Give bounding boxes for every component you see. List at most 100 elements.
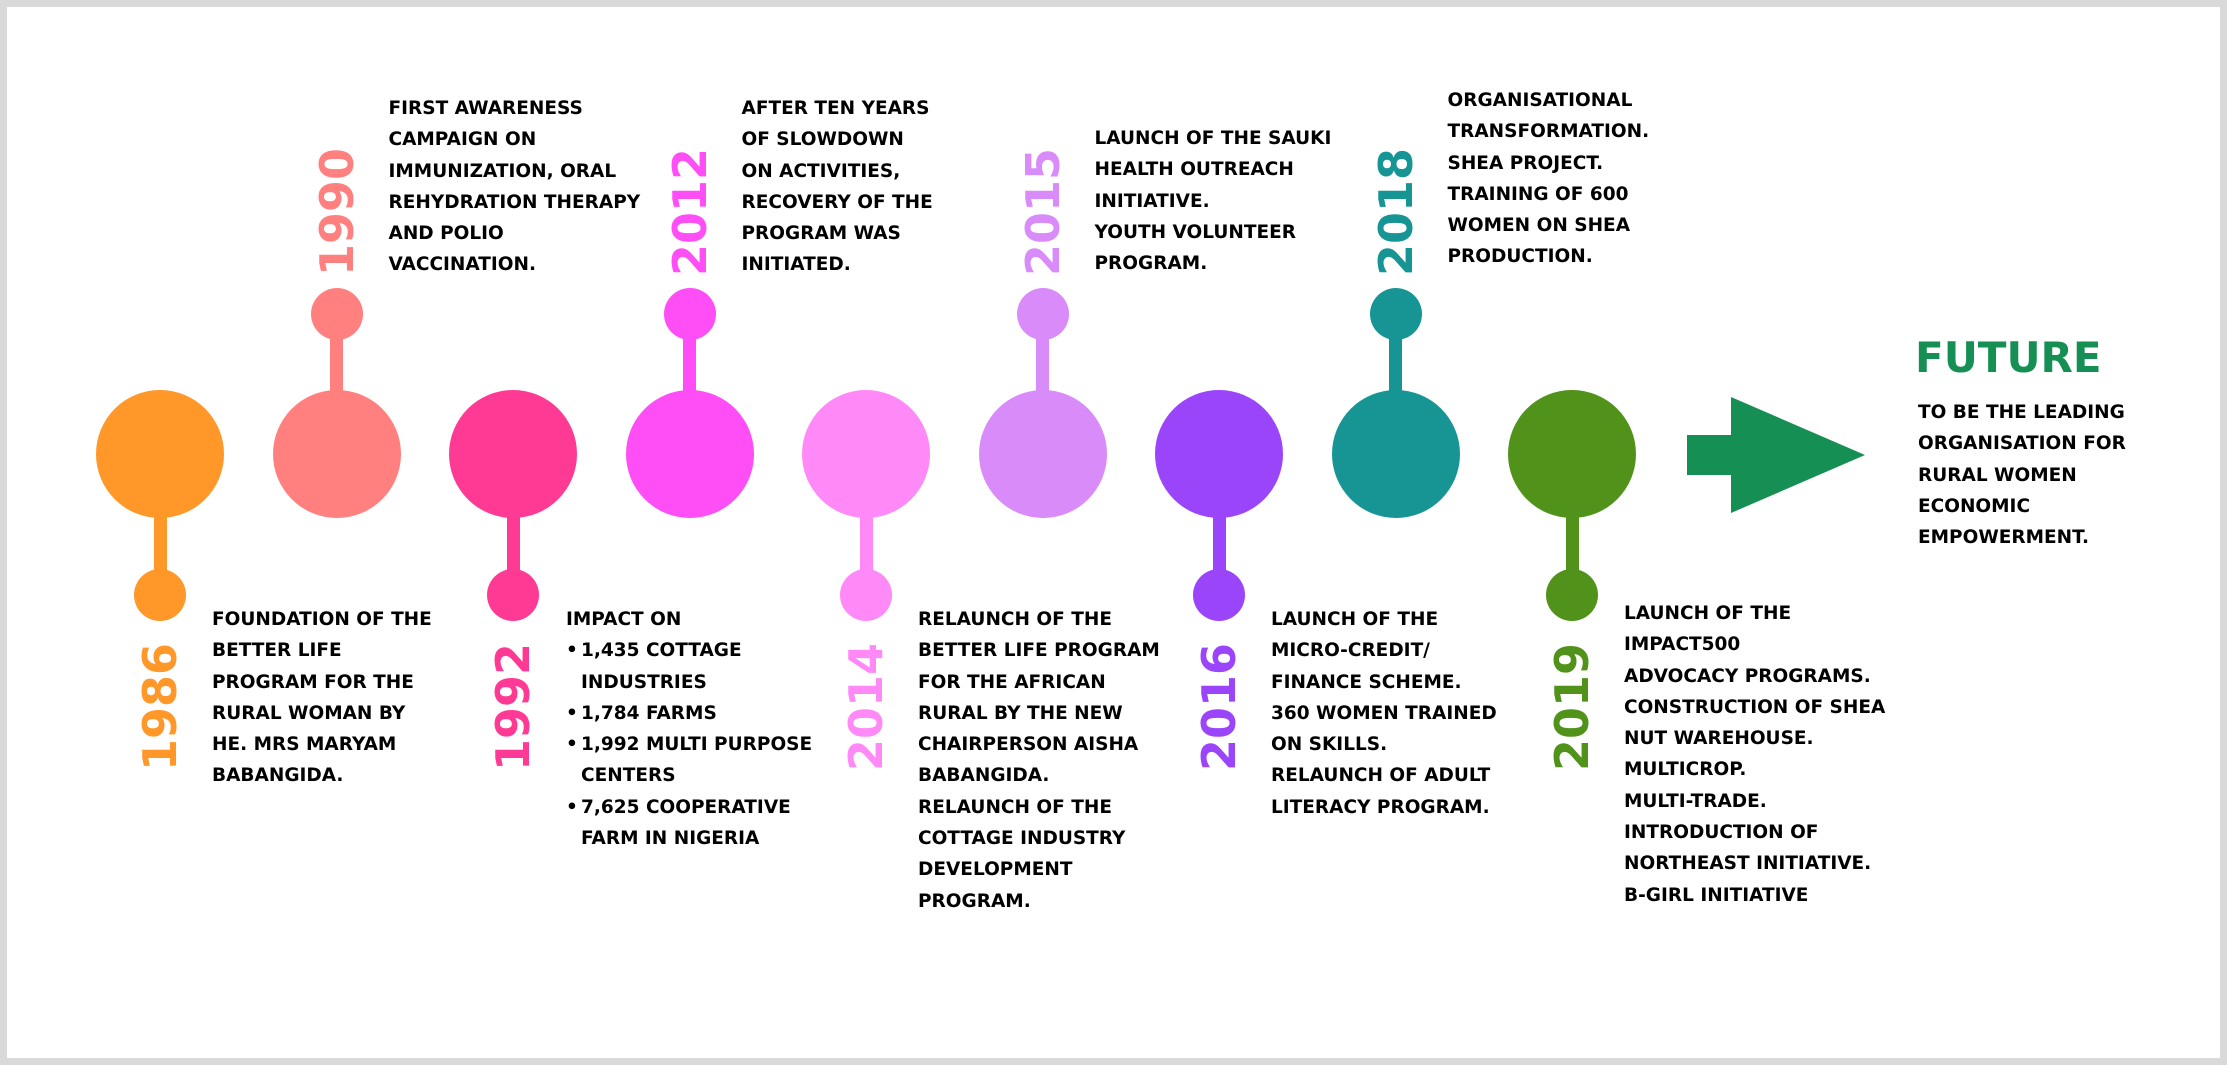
year-label: 1986 [133,642,187,772]
description-line: SHEA PROJECT. [1447,152,1604,174]
milestone-description: LAUNCH OF THE IMPACT500 ADVOCACY PROGRAMS.… [1624,598,1885,911]
impact-bullet-line: FARM IN NIGERIA [581,828,760,850]
connector-dot [1193,569,1245,621]
year-label: 2015 [1015,147,1070,277]
description-line: LITERACY PROGRAM. [1271,796,1490,818]
milestone-circle [1331,390,1460,518]
milestone-description: IMPACT ON 1,435 COTTAGE INDUSTRIES 1,784 FA… [566,604,812,854]
description-line: INITIATIVE. [1094,190,1210,212]
description-line: BETTER LIFE [212,640,342,662]
description-line: ORGANISATIONAL [1447,90,1633,111]
description-line: RECOVERY OF THE [741,191,933,213]
impact-bullet-line: INDUSTRIES [581,671,707,693]
description-line: TRANSFORMATION. [1447,121,1650,143]
milestone-description: LAUNCH OF THE MICRO-CREDIT/FINANCE SCHEME… [1271,604,1497,823]
description-line: B-GIRL INITIATIVE [1624,884,1809,906]
description-line: BETTER LIFE PROGRAM [918,640,1160,662]
connector-dot [663,288,716,340]
milestone-description: LAUNCH OF THE SAUKI HEALTH OUTREACH INITIA… [1095,123,1332,279]
milestone-circle [96,390,224,518]
milestone-description: ORGANISATIONAL TRANSFORMATION. SHEA PROJEC… [1448,85,1650,273]
milestone-description: FIRST AWARENESS CAMPAIGN ON IMMUNIZATION, … [389,93,641,281]
impact-bullet-line: 1,784 FARMS [566,698,812,730]
description-line: LAUNCH OF THE [1624,603,1792,624]
description-line: LAUNCH OF THE [1271,609,1439,630]
description-line: MICRO-CREDIT/ [1271,640,1430,662]
description-line: PROGRAM. [1094,253,1208,275]
connector-dot [1369,288,1422,340]
description-line: FINANCE SCHEME. [1271,671,1462,693]
description-line: CONSTRUCTION OF SHEA [1624,696,1886,718]
impact-bullet-line: CENTERS [581,765,676,787]
description-line: MULTICROP. [1624,759,1747,781]
year-label: 2016 [1192,642,1246,772]
future-line: ECONOMIC [1918,495,2031,517]
description-line: VACCINATION. [388,254,537,276]
year-label: 2019 [1545,642,1599,772]
impact-bullet-line: 1,992 MULTI PURPOSE [566,729,812,761]
description-line: BABANGIDA. [918,765,1050,787]
milestone-circle [1508,390,1636,518]
description-line: PROGRAM FOR THE [212,671,414,693]
milestone-circle [272,390,401,518]
description-line: MULTI-TRADE. [1624,790,1767,812]
description-line: LAUNCH OF THE SAUKI [1094,128,1332,149]
milestone-circle [802,390,930,518]
description-line: RELAUNCH OF ADULT [1271,765,1491,787]
milestone-description: RELAUNCH OF THE BETTER LIFE PROGRAM FOR TH… [918,604,1160,917]
description-line: PRODUCTION. [1447,246,1593,268]
description-line: PROGRAM. [918,890,1031,912]
description-line: AND POLIO [388,223,504,245]
future-line: EMPOWERMENT. [1918,527,2089,549]
description-line: NUT WAREHOUSE. [1624,728,1814,750]
year-label: 2018 [1368,147,1423,277]
connector-dot [310,288,363,340]
connector-dot [1546,569,1598,621]
future-line: ORGANISATION FOR [1918,433,2126,455]
description-line: COTTAGE INDUSTRY [918,828,1126,850]
description-line: RURAL WOMAN BY [212,702,406,724]
impact-bullet-line: 1,435 COTTAGE [566,635,812,667]
description-line: NORTHEAST INITIATIVE. [1624,853,1872,875]
description-line: IMPACT500 [1624,634,1741,656]
description-line: ON SKILLS. [1271,734,1388,756]
future-line: TO BE THE LEADING [1918,402,2125,423]
milestone-circle [978,390,1107,518]
connector-dot [840,569,892,621]
connector-dot [1016,288,1069,340]
description-line: FOUNDATION OF THE [212,609,432,630]
description-line: RURAL BY THE NEW [918,702,1123,724]
milestone-description: AFTER TEN YEARS OF SLOWDOWN ON ACTIVITIES,… [742,93,933,281]
description-line: INITIATED. [741,254,851,276]
timeline-canvas: 1986 FOUNDATION OF THE BETTER LIFE PROGRAM … [7,7,2220,1058]
description-heading: IMPACT ON [566,609,682,630]
milestone-circle [1155,390,1283,518]
year-label: 2014 [839,642,893,772]
description-line: TRAINING OF 600 [1447,183,1629,205]
description-line: IMMUNIZATION, ORAL [388,160,617,182]
description-line: OF SLOWDOWN [741,129,904,151]
description-line: HE. MRS MARYAM [212,734,397,756]
description-line: WOMEN ON SHEA [1447,215,1631,237]
description-line: PROGRAM WAS [741,223,901,245]
milestone-circle [625,390,754,518]
description-line: 360 WOMEN TRAINED [1271,702,1497,724]
description-line: CAMPAIGN ON [388,129,537,151]
description-line: BABANGIDA. [212,765,344,787]
connector-dot [134,569,186,621]
year-label: 2012 [662,147,717,277]
description-line: CHAIRPERSON AISHA [918,734,1139,756]
future-title: FUTURE [1915,333,2102,382]
description-line: DEVELOPMENT [918,859,1073,881]
description-line: FIRST AWARENESS [388,98,583,119]
description-line: YOUTH VOLUNTEER [1094,221,1297,243]
future-description: TO BE THE LEADING ORGANISATION FOR RURAL W… [1918,397,2126,553]
description-line: ON ACTIVITIES, [741,160,901,182]
impact-bullet-line: 7,625 COOPERATIVE [566,792,812,824]
connector-dot [487,569,539,621]
description-line: HEALTH OUTREACH [1094,159,1294,181]
description-line: RELAUNCH OF THE [918,796,1112,818]
milestone-description: FOUNDATION OF THE BETTER LIFE PROGRAM FOR … [212,604,432,792]
right-arrow-icon [1687,397,1865,513]
year-label: 1990 [309,147,364,277]
